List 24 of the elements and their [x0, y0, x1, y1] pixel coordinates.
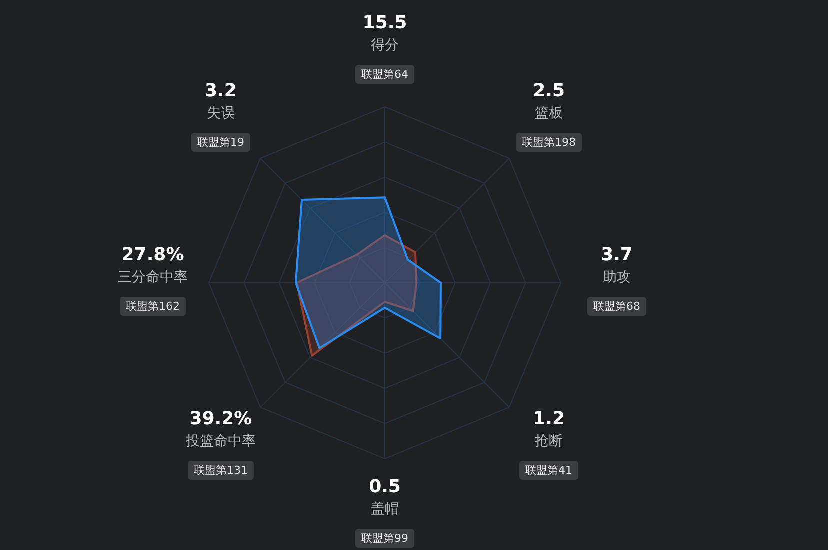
- spoke-label: 盖帽: [371, 502, 399, 518]
- text: 3.2: [205, 80, 237, 102]
- text: 联盟第68: [594, 300, 640, 313]
- text: 联盟第19: [197, 136, 244, 149]
- text: 联盟第99: [362, 532, 408, 545]
- spoke-label: 三分命中率: [118, 270, 188, 286]
- spoke-label: 助攻: [603, 270, 631, 286]
- spoke-label: 抢断: [535, 434, 564, 450]
- spoke-label: 篮板: [535, 106, 564, 122]
- text: 3.7: [601, 244, 633, 266]
- text: 联盟第41: [526, 464, 573, 477]
- text: 2.5: [533, 80, 565, 102]
- text: 1.2: [533, 408, 565, 430]
- text: 联盟第64: [362, 68, 408, 81]
- text: 联盟第162: [126, 300, 180, 313]
- text: 39.2%: [190, 408, 252, 430]
- text: 27.8%: [122, 244, 184, 266]
- spoke-label: 投篮命中率: [184, 434, 256, 450]
- text: 联盟第198: [522, 136, 576, 149]
- spoke-label: 得分: [371, 38, 399, 54]
- text: 0.5: [369, 476, 401, 498]
- spoke-label: 失误: [206, 106, 235, 122]
- text: 15.5: [362, 12, 408, 34]
- text: 联盟第131: [194, 464, 248, 477]
